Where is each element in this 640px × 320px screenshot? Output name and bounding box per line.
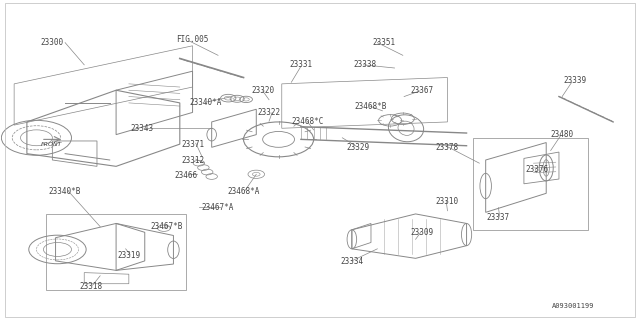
Text: 23337: 23337 [487, 212, 510, 222]
Text: 23468*B: 23468*B [355, 101, 387, 111]
Text: 23367: 23367 [410, 86, 433, 95]
Text: 23466: 23466 [175, 172, 198, 180]
Text: 23340*B: 23340*B [49, 187, 81, 196]
Text: 23318: 23318 [79, 282, 102, 292]
Text: 23468*A: 23468*A [227, 187, 260, 196]
Text: 23329: 23329 [347, 143, 370, 152]
Text: 23343: 23343 [130, 124, 153, 133]
Text: 23339: 23339 [563, 76, 586, 85]
Text: 23468*C: 23468*C [291, 117, 323, 126]
Text: 23319: 23319 [117, 251, 140, 260]
Text: 23334: 23334 [340, 257, 364, 266]
Text: 23309: 23309 [410, 228, 433, 237]
Text: 23376: 23376 [525, 165, 548, 174]
Text: 23371: 23371 [181, 140, 204, 148]
Text: 23378: 23378 [436, 143, 459, 152]
Text: A093001199: A093001199 [552, 303, 594, 309]
Text: 23480: 23480 [550, 130, 573, 139]
Text: 23320: 23320 [251, 86, 274, 95]
Text: FRONT: FRONT [40, 142, 62, 147]
Text: 23322: 23322 [257, 108, 280, 117]
Text: 23310: 23310 [436, 197, 459, 206]
Text: 23340*A: 23340*A [189, 99, 221, 108]
Text: FIG.005: FIG.005 [177, 35, 209, 44]
Text: 23351: 23351 [372, 38, 396, 47]
Text: 23312: 23312 [181, 156, 204, 164]
Text: 23338: 23338 [353, 60, 376, 69]
Text: 23467*A: 23467*A [202, 203, 234, 212]
Text: 23331: 23331 [289, 60, 312, 69]
Text: 23467*B: 23467*B [151, 222, 183, 231]
Text: 23300: 23300 [41, 38, 64, 47]
